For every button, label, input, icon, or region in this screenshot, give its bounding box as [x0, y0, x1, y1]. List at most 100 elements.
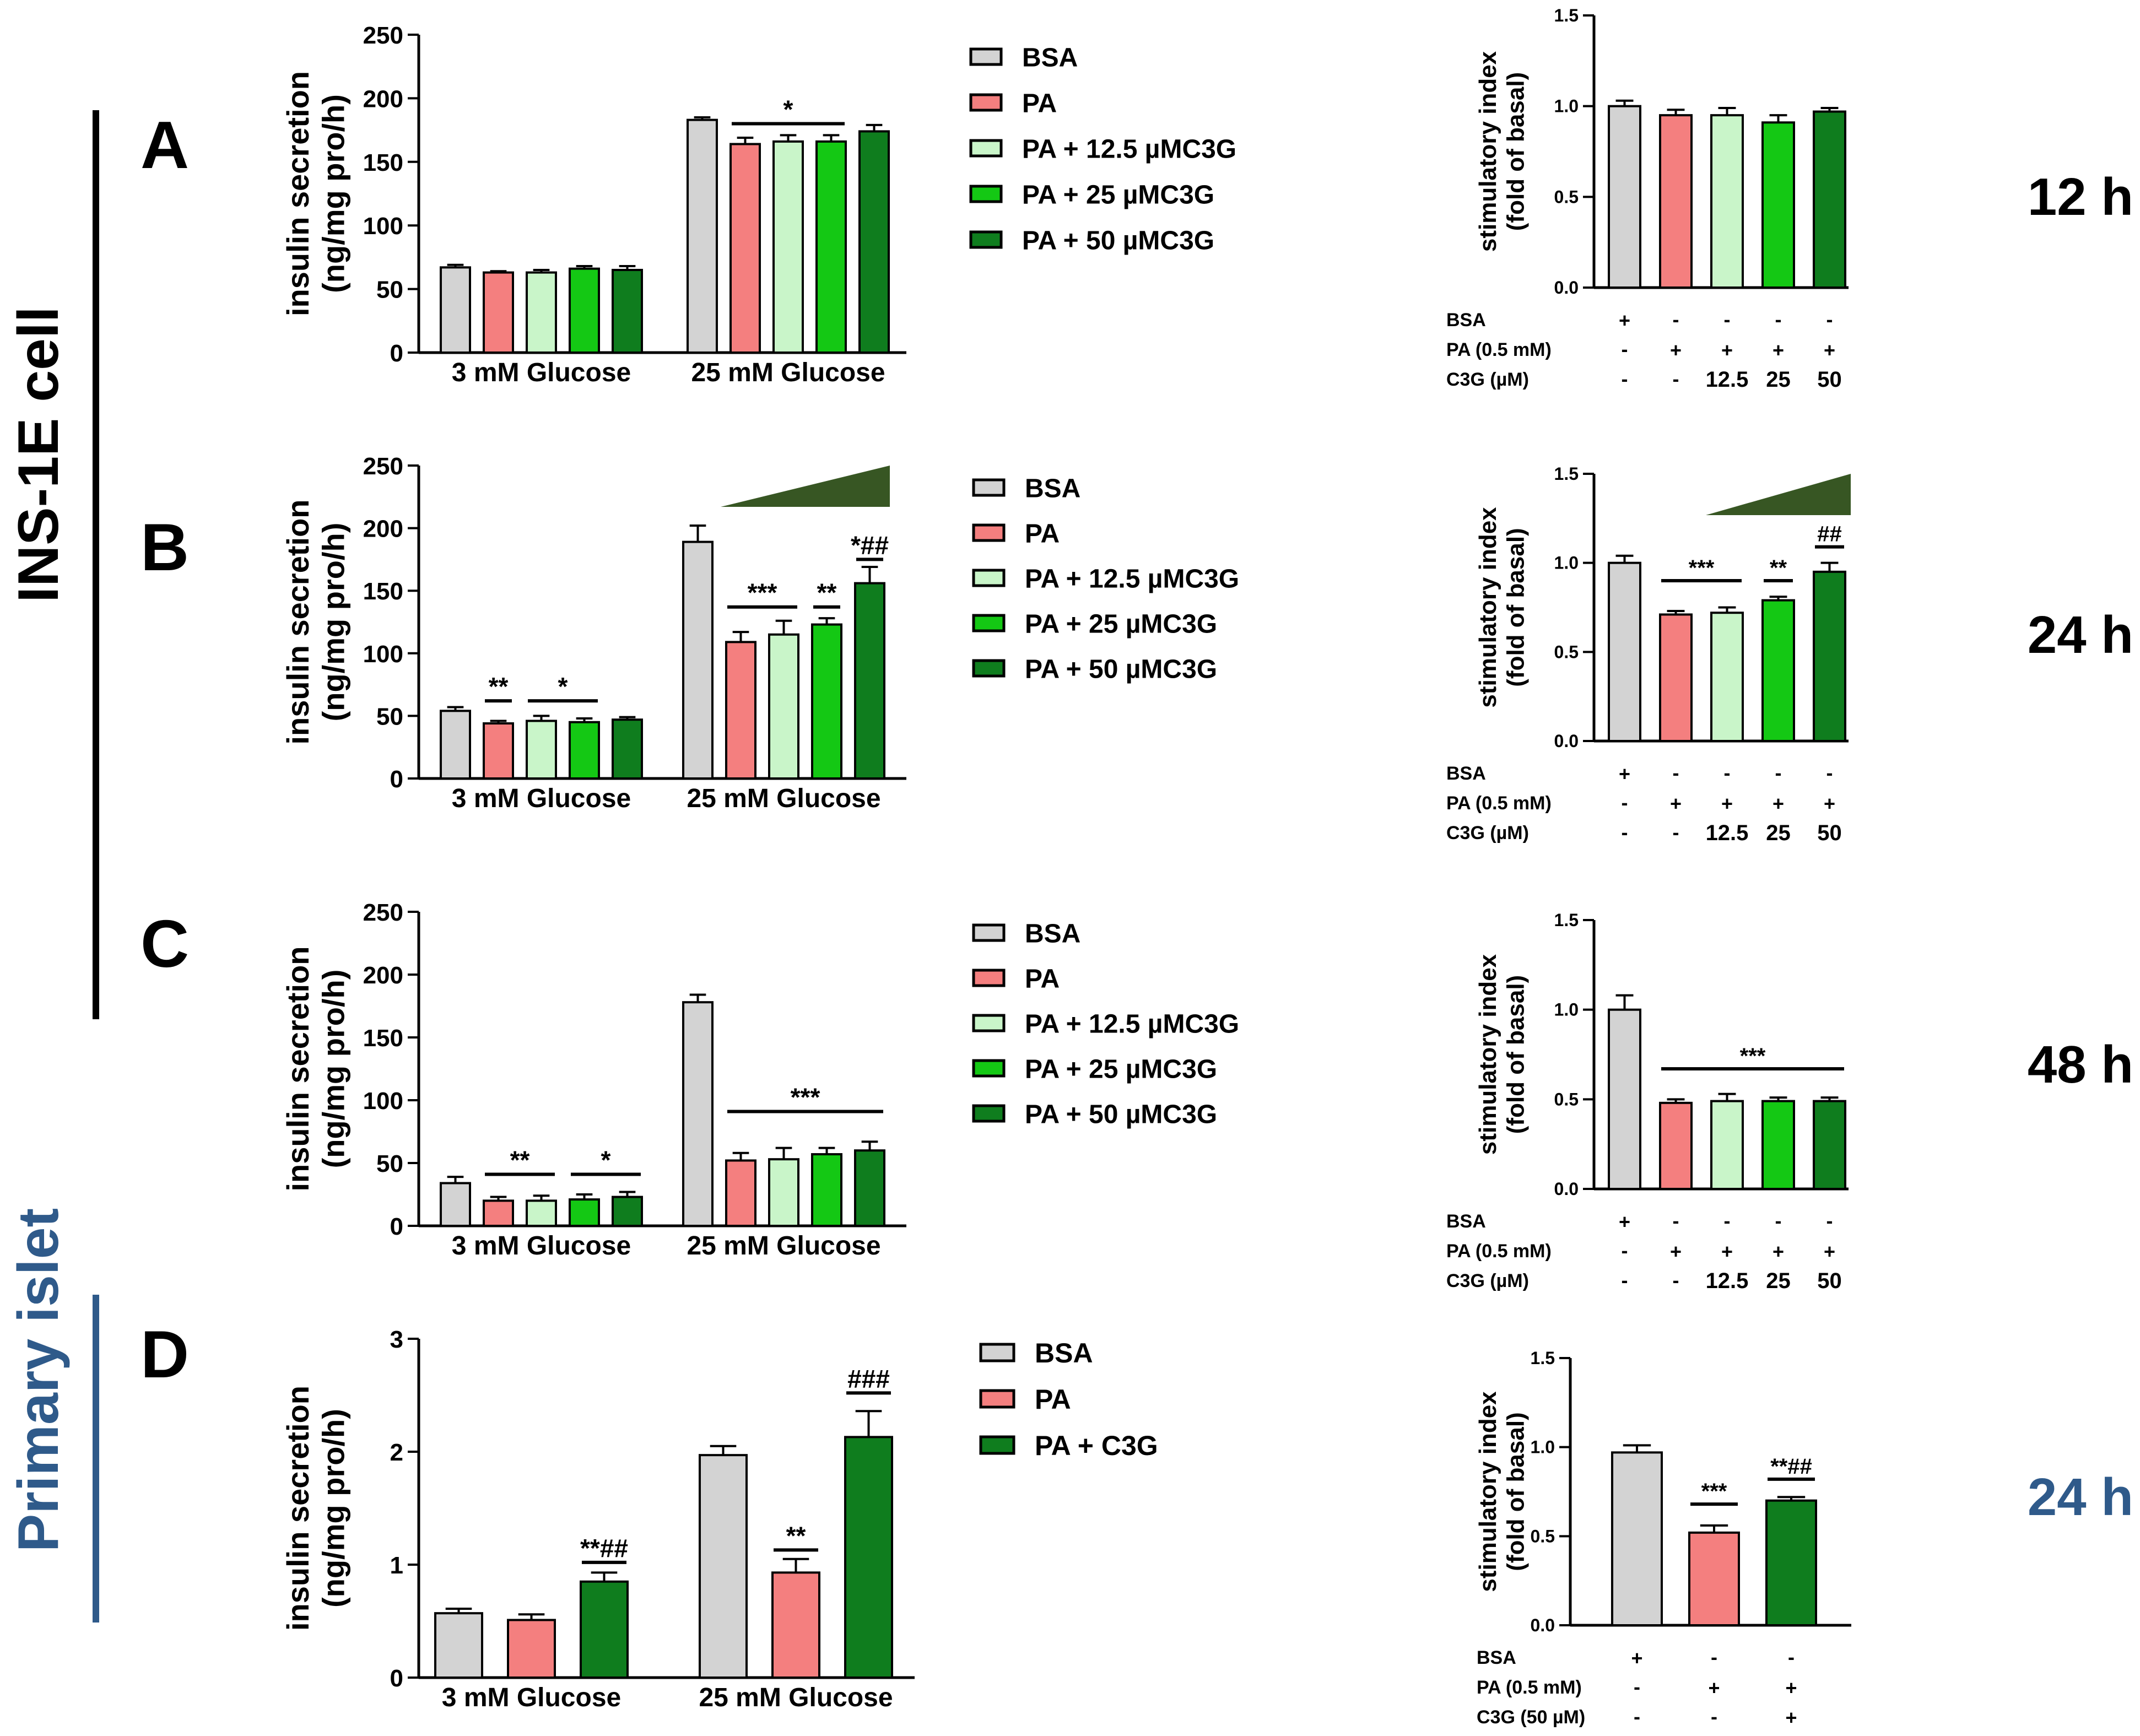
time-label-d: 24 h: [2028, 1468, 2133, 1527]
treatment-cell: 25: [1766, 367, 1791, 392]
y-tick-label: 150: [363, 1025, 403, 1052]
bar-pa50: [1813, 1100, 1846, 1190]
significance-label: **##: [1770, 1454, 1812, 1479]
bar-pa25: [569, 721, 600, 780]
treatment-cell: 12.5: [1706, 1269, 1749, 1293]
time-label-a: 12 h: [2028, 167, 2133, 226]
treatment-cell: -: [1826, 1209, 1833, 1232]
legend-label: PA: [1025, 964, 1060, 993]
significance-label: **: [786, 1521, 806, 1550]
islet-side-bar: [93, 1295, 99, 1623]
bar-pa: [729, 143, 761, 354]
y-axis-label: stimulatory index(fold of basal): [1474, 1391, 1530, 1592]
legend-swatch: [969, 139, 1003, 158]
legend-swatch: [969, 230, 1003, 249]
legend-swatch: [979, 1343, 1015, 1362]
bar-pa25: [811, 1153, 842, 1227]
legend-label: BSA: [1022, 43, 1078, 72]
legend-swatch: [972, 923, 1006, 942]
treatment-cell: -: [1788, 1646, 1795, 1668]
y-tick-label: 0.0: [1531, 1615, 1555, 1635]
ins-side-label: INS-1E cell: [7, 306, 71, 603]
legend-label: PA: [1022, 89, 1057, 118]
treatment-cell: -: [1826, 761, 1833, 784]
significance-label: **: [817, 578, 837, 607]
legend-swatch: [969, 47, 1003, 66]
legend-swatch: [972, 614, 1006, 632]
treatment-row-label: PA (0.5 mM): [1446, 1241, 1552, 1262]
legend-label: BSA: [1035, 1338, 1093, 1369]
group-label: 25 mM Glucose: [691, 358, 885, 387]
significance-label: ***: [1740, 1044, 1766, 1068]
panel-letter-a: A: [140, 107, 189, 182]
treatment-row-label: BSA: [1477, 1647, 1516, 1668]
group-label: 3 mM Glucose: [452, 358, 631, 387]
treatment-cell: -: [1724, 308, 1731, 331]
treatment-cell: -: [1622, 367, 1628, 390]
treatment-cell: +: [1619, 1210, 1630, 1233]
panel-letter-b: B: [140, 510, 189, 585]
bar-pa25: [569, 1198, 600, 1227]
chart-C-left: 0 50 100 150 200 250 insulin secretion(ng/mg p…: [280, 899, 906, 1261]
bar-pa25: [811, 623, 842, 780]
y-tick-label: 0.5: [1554, 1089, 1579, 1109]
treatment-cell: +: [1785, 1706, 1797, 1729]
treatment-cell: -: [1711, 1646, 1717, 1668]
y-tick-label: 100: [363, 641, 403, 668]
treatment-cell: +: [1824, 339, 1835, 361]
treatment-cell: -: [1622, 821, 1628, 843]
y-tick-label: 0.5: [1531, 1526, 1555, 1546]
treatment-cell: +: [1670, 792, 1682, 815]
treatment-row-label: C3G (µM): [1446, 369, 1529, 390]
treatment-cell: 12.5: [1706, 367, 1749, 392]
treatment-cell: -: [1634, 1675, 1640, 1698]
treatment-cell: -: [1724, 1209, 1731, 1232]
y-axis-label: stimulatory index(fold of basal): [1474, 507, 1530, 708]
y-tick-label: 200: [363, 516, 403, 543]
bar-pa50: [854, 582, 885, 780]
y-tick-label: 100: [363, 1088, 403, 1115]
ins-side-bar: [93, 110, 99, 1019]
y-axis-label: insulin secretion(ng/mg pro/h): [280, 947, 350, 1192]
legend-swatch: [972, 478, 1006, 497]
bar-pa50: [612, 718, 643, 780]
bar-pa50: [1765, 1499, 1817, 1627]
treatment-cell: -: [1622, 1269, 1628, 1291]
legend: BSA PA PA + C3G: [979, 1338, 1158, 1461]
treatment-cell: -: [1673, 308, 1679, 331]
significance-label: *: [601, 1146, 611, 1175]
bar-pa50: [612, 268, 643, 354]
y-tick-label: 1.5: [1554, 464, 1579, 484]
chart-D-right: 0.0 0.5 1.0 1.5 stimulatory index(fold of ba…: [1474, 1348, 1851, 1729]
bar-pa12: [526, 720, 557, 780]
chart-B-left: 0 50 100 150 200 250 insulin secretion(ng/mg p…: [280, 453, 906, 813]
y-tick-label: 250: [363, 22, 403, 49]
significance-label: *: [558, 672, 568, 701]
bar-pa12: [1710, 114, 1744, 289]
bar-pa12: [526, 271, 557, 354]
legend-swatch: [972, 659, 1006, 678]
significance-label: **: [510, 1146, 530, 1175]
legend-swatch: [972, 969, 1006, 987]
significance-label: *##: [851, 531, 889, 559]
treatment-cell: -: [1673, 761, 1679, 784]
bar-pa: [725, 1159, 756, 1227]
bar-pa50: [858, 130, 890, 354]
bar-pa: [507, 1619, 556, 1679]
legend-swatch: [972, 1104, 1006, 1123]
y-tick-label: 150: [363, 578, 403, 605]
treatment-cell: 50: [1817, 821, 1842, 845]
treatment-row-label: C3G (µM): [1446, 823, 1529, 843]
group-label: 3 mM Glucose: [442, 1683, 621, 1712]
time-label-b: 24 h: [2028, 605, 2133, 664]
significance-label: ##: [1817, 522, 1842, 547]
treatment-cell: +: [1721, 792, 1733, 815]
treatment-cell: -: [1775, 308, 1782, 331]
treatment-row-label: PA (0.5 mM): [1477, 1677, 1582, 1698]
bar-bsa: [682, 1001, 714, 1227]
bar-pa12: [1710, 612, 1744, 742]
y-tick-label: 0.5: [1554, 187, 1579, 207]
significance-label: **##: [580, 1534, 628, 1562]
bar-pa: [725, 641, 756, 780]
y-tick-label: 1.5: [1554, 6, 1579, 25]
